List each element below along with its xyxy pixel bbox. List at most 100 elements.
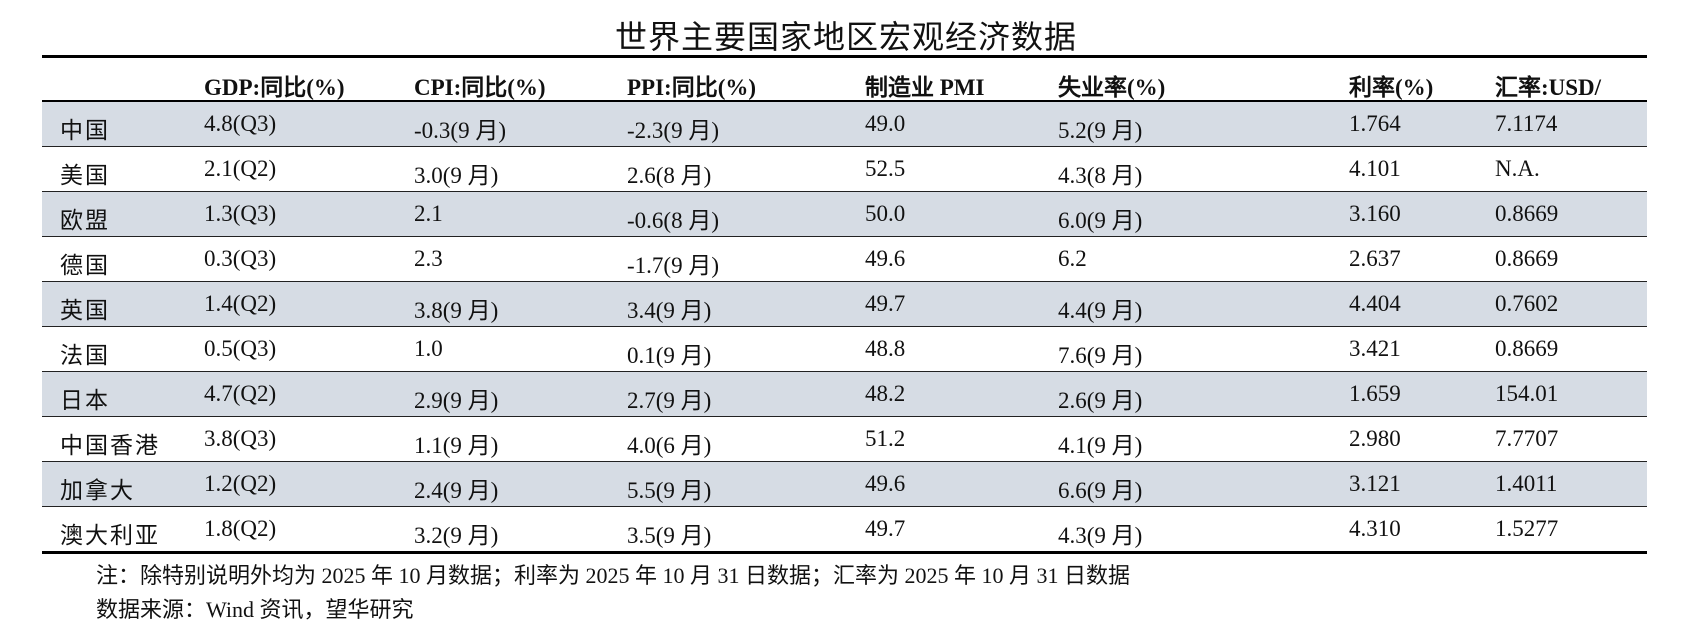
- table-cell: 0.1(9 月): [627, 343, 712, 368]
- table-row: 德国 0.3(Q3) 2.3 -1.7(9 月) 49.6 6.2 2.637 0.8669: [42, 237, 1647, 282]
- table-cell: 52.5: [865, 156, 906, 181]
- table-cell: -2.3(9 月): [627, 118, 719, 143]
- table-cell: 4.3(9 月): [1058, 523, 1143, 548]
- bottom-rule: [42, 551, 1647, 554]
- table-cell: 3.121: [1349, 471, 1401, 496]
- table-row: 加拿大 1.2(Q2) 2.4(9 月) 5.5(9 月) 49.6 6.6(9 月) 3.…: [42, 462, 1647, 507]
- table-row: 日本 4.7(Q2) 2.9(9 月) 2.7(9 月) 48.2 2.6(9 月) 1.6…: [42, 372, 1647, 417]
- row-label: 澳大利亚: [60, 523, 160, 548]
- table-row: 中国 4.8(Q3) -0.3(9 月) -2.3(9 月) 49.0 5.2(9 月) 1…: [42, 102, 1647, 147]
- table-cell: 51.2: [865, 426, 906, 451]
- table-cell: 0.5(Q3): [204, 336, 277, 361]
- table-title: 世界主要国家地区宏观经济数据: [614, 19, 1077, 55]
- table-cell: 154.01: [1495, 381, 1559, 406]
- table-cell: 2.6(9 月): [1058, 388, 1143, 413]
- column-header: GDP:同比(%): [204, 75, 345, 100]
- table-cell: 3.160: [1349, 201, 1401, 226]
- column-header: CPI:同比(%): [414, 75, 546, 100]
- table-row: 澳大利亚 1.8(Q2) 3.2(9 月) 3.5(9 月) 49.7 4.3(9 月) 4…: [42, 507, 1647, 552]
- table-cell: 4.8(Q3): [204, 111, 277, 136]
- column-header: PPI:同比(%): [627, 75, 757, 100]
- table-cell: 3.8(Q3): [204, 426, 277, 451]
- table-cell: 6.2: [1058, 246, 1087, 271]
- table-cell: N.A.: [1495, 156, 1540, 181]
- data-source: 数据来源：Wind 资讯，望华研究: [96, 597, 414, 622]
- row-label: 法国: [60, 343, 110, 368]
- table-cell: 4.3(8 月): [1058, 163, 1143, 188]
- table-cell: 0.8669: [1495, 246, 1559, 271]
- table-cell: 4.1(9 月): [1058, 433, 1143, 458]
- table-cell: -0.3(9 月): [414, 118, 506, 143]
- table-cell: 3.5(9 月): [627, 523, 712, 548]
- table-cell: -0.6(8 月): [627, 208, 719, 233]
- table-cell: 3.0(9 月): [414, 163, 499, 188]
- table-row: 中国香港 3.8(Q3) 1.1(9 月) 4.0(6 月) 51.2 4.1(9 月) 2…: [42, 417, 1647, 462]
- table-cell: 2.980: [1349, 426, 1401, 451]
- row-label: 中国香港: [60, 433, 160, 458]
- table-cell: 2.9(9 月): [414, 388, 499, 413]
- table-cell: 48.2: [865, 381, 906, 406]
- table-cell: 49.0: [865, 111, 906, 136]
- table-cell: 2.7(9 月): [627, 388, 712, 413]
- table-cell: 3.421: [1349, 336, 1401, 361]
- table-cell: 6.0(9 月): [1058, 208, 1143, 233]
- column-header: 失业率(%): [1058, 75, 1166, 100]
- table-cell: 7.1174: [1495, 111, 1558, 136]
- table-cell: 4.0(6 月): [627, 433, 712, 458]
- table-cell: 1.2(Q2): [204, 471, 277, 496]
- header-rule: [42, 100, 1647, 102]
- table-body: 中国 4.8(Q3) -0.3(9 月) -2.3(9 月) 49.0 5.2(9 月) 1…: [42, 102, 1647, 552]
- table-row: 美国 2.1(Q2) 3.0(9 月) 2.6(8 月) 52.5 4.3(8 月) 4.1…: [42, 147, 1647, 192]
- table-cell: 0.7602: [1495, 291, 1559, 316]
- table-cell: 2.6(8 月): [627, 163, 712, 188]
- row-label: 日本: [60, 388, 110, 413]
- table-row: 欧盟 1.3(Q3) 2.1 -0.6(8 月) 50.0 6.0(9 月) 3.160 0.…: [42, 192, 1647, 237]
- top-rule: [42, 55, 1647, 58]
- table-cell: 1.0: [414, 336, 443, 361]
- table-cell: 1.4(Q2): [204, 291, 277, 316]
- column-header: 制造业 PMI: [865, 75, 985, 100]
- table-cell: 2.4(9 月): [414, 478, 499, 503]
- table-cell: 0.3(Q3): [204, 246, 277, 271]
- table-cell: 49.6: [865, 471, 906, 496]
- table-cell: 0.8669: [1495, 336, 1559, 361]
- table-header: GDP:同比(%) CPI:同比(%) PPI:同比(%) 制造业 PMI 失业率(%)…: [42, 60, 1647, 100]
- table-cell: 4.7(Q2): [204, 381, 277, 406]
- table-cell: 49.7: [865, 516, 906, 541]
- table-cell: 3.8(9 月): [414, 298, 499, 323]
- table-cell: 1.659: [1349, 381, 1401, 406]
- table-cell: 2.637: [1349, 246, 1401, 271]
- table-cell: 3.2(9 月): [414, 523, 499, 548]
- column-header: 汇率:USD/: [1495, 75, 1602, 100]
- table-cell: 2.1(Q2): [204, 156, 277, 181]
- table-cell: 7.6(9 月): [1058, 343, 1143, 368]
- table-cell: 4.4(9 月): [1058, 298, 1143, 323]
- table-cell: 5.2(9 月): [1058, 118, 1143, 143]
- table-cell: 2.1: [414, 201, 443, 226]
- table-cell: 50.0: [865, 201, 906, 226]
- row-label: 欧盟: [60, 208, 110, 233]
- table-cell: 0.8669: [1495, 201, 1559, 226]
- row-label: 加拿大: [60, 478, 135, 503]
- table-cell: 1.8(Q2): [204, 516, 277, 541]
- column-header: 利率(%): [1349, 75, 1434, 100]
- table-cell: 48.8: [865, 336, 906, 361]
- table-note: 注：除特别说明外均为 2025 年 10 月数据；利率为 2025 年 10 月…: [96, 563, 1131, 588]
- table-cell: 2.3: [414, 246, 443, 271]
- table-cell: 5.5(9 月): [627, 478, 712, 503]
- table-cell: 49.6: [865, 246, 906, 271]
- table-cell: 1.3(Q3): [204, 201, 277, 226]
- table-cell: 1.4011: [1495, 471, 1558, 496]
- table-cell: 4.310: [1349, 516, 1401, 541]
- table-cell: 1.1(9 月): [414, 433, 499, 458]
- table-cell: 7.7707: [1495, 426, 1559, 451]
- table-cell: 1.764: [1349, 111, 1401, 136]
- row-label: 中国: [60, 118, 110, 143]
- row-label: 英国: [60, 298, 110, 323]
- table-cell: 3.4(9 月): [627, 298, 712, 323]
- table-cell: -1.7(9 月): [627, 253, 719, 278]
- table-row: 英国 1.4(Q2) 3.8(9 月) 3.4(9 月) 49.7 4.4(9 月) 4.4…: [42, 282, 1647, 327]
- table-cell: 4.404: [1349, 291, 1401, 316]
- table-cell: 1.5277: [1495, 516, 1559, 541]
- table-row: 法国 0.5(Q3) 1.0 0.1(9 月) 48.8 7.6(9 月) 3.421 0.8…: [42, 327, 1647, 372]
